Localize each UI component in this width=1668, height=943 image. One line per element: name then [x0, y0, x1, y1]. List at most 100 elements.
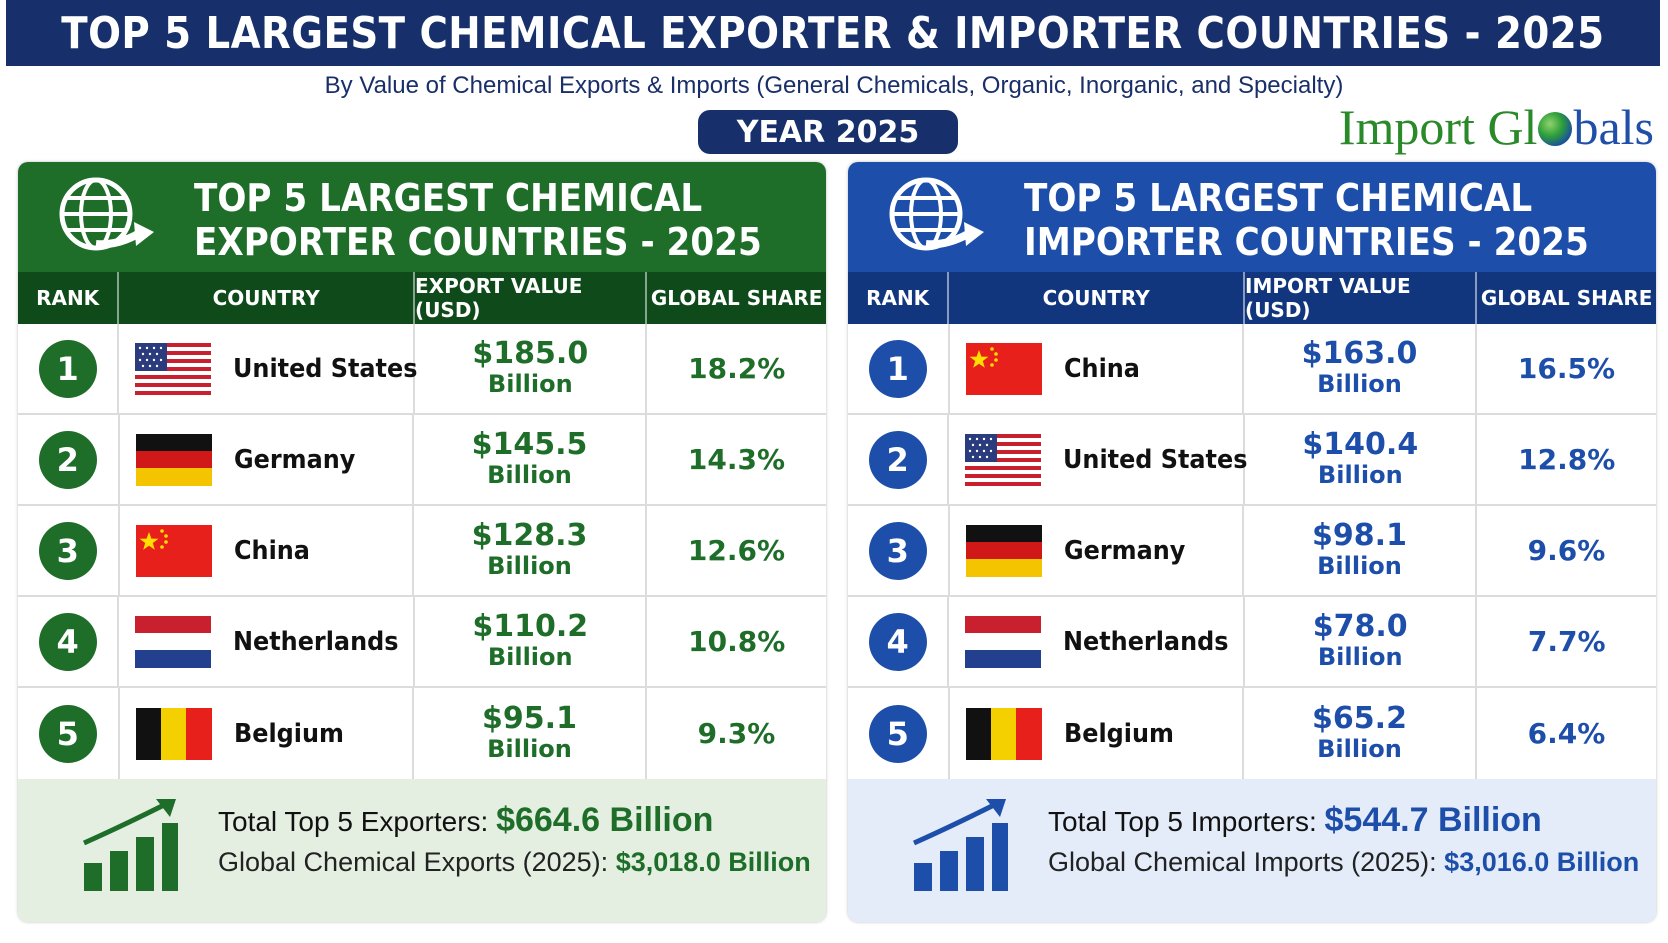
nl-flag-icon — [135, 615, 212, 668]
global-share: 9.6% — [1527, 534, 1606, 567]
nl-flag-icon — [965, 615, 1042, 668]
importers-panel: TOP 5 LARGEST CHEMICAL IMPORTER COUNTRIE… — [848, 162, 1656, 922]
import-value: $163.0 — [1301, 335, 1418, 371]
value-unit: Billion — [1317, 369, 1402, 398]
table-row: 1 United States $185.0 Billion 18.2% — [18, 324, 826, 415]
country-name: Belgium — [233, 718, 344, 749]
country-name: Belgium — [1063, 718, 1174, 749]
importers-title: TOP 5 LARGEST CHEMICAL IMPORTER COUNTRIE… — [1024, 176, 1589, 264]
importers-column-headers: RANK COUNTRY IMPORT VALUE (USD) GLOBAL S… — [848, 272, 1656, 324]
export-value: $110.2 — [472, 608, 589, 644]
column-header-value: IMPORT VALUE (USD) — [1245, 272, 1478, 324]
country-name: China — [233, 535, 310, 566]
column-header-country: COUNTRY — [119, 272, 416, 324]
export-value: $145.5 — [471, 426, 588, 462]
import-value: $98.1 — [1312, 517, 1407, 553]
global-share: 18.2% — [688, 352, 786, 385]
rank-badge: 4 — [868, 612, 927, 671]
table-row: 3 Germany $98.1 Billion 9.6% — [848, 506, 1656, 597]
global-share: 16.5% — [1517, 352, 1616, 385]
us-flag-icon — [135, 342, 212, 395]
column-header-share: GLOBAL SHARE — [650, 286, 823, 310]
table-row: 2 United States $140.4 Billion 12.8% — [848, 415, 1656, 506]
table-row: 2 Germany $145.5 Billion 14.3% — [18, 415, 826, 506]
exporters-summary: Total Top 5 Exporters: $664.6 Billion Gl… — [18, 779, 826, 922]
import-value: $140.4 — [1302, 426, 1419, 462]
rank-badge: 1 — [38, 339, 97, 398]
globe-arrow-icon — [59, 177, 154, 251]
total-label: Total Top 5 Importers: — [1048, 806, 1317, 837]
global-share: 6.4% — [1527, 717, 1606, 750]
country-name: Germany — [1063, 535, 1185, 566]
global-value: $3,016.0 Billion — [1444, 847, 1640, 877]
global-share: 9.3% — [697, 717, 776, 750]
de-flag-icon — [135, 433, 212, 486]
be-flag-icon — [965, 707, 1042, 760]
table-row: 4 Netherlands $78.0 Billion 7.7% — [848, 597, 1656, 688]
table-row: 5 Belgium $65.2 Billion 6.4% — [848, 688, 1656, 781]
value-unit: Billion — [1317, 460, 1403, 489]
total-value: $664.6 Billion — [496, 801, 714, 839]
title-banner: TOP 5 LARGEST CHEMICAL EXPORTER & IMPORT… — [6, 0, 1660, 66]
de-flag-icon — [965, 524, 1042, 577]
globe-arrow-icon — [889, 177, 984, 251]
table-row: 1 China $163.0 Billion 16.5% — [848, 324, 1656, 415]
rank-badge: 4 — [38, 612, 97, 671]
page-title: TOP 5 LARGEST CHEMICAL EXPORTER & IMPORT… — [61, 7, 1605, 59]
rank-badge: 3 — [868, 521, 927, 580]
us-flag-icon — [965, 433, 1042, 486]
import-globals-logo: Import Gl bals — [1338, 99, 1654, 155]
rank-badge: 5 — [38, 704, 97, 763]
country-name: Germany — [233, 444, 355, 475]
growth-chart-icon — [912, 799, 1008, 891]
rank-badge: 3 — [38, 521, 97, 580]
value-unit: Billion — [487, 551, 572, 580]
column-header-rank: RANK — [848, 272, 950, 324]
global-share: 7.7% — [1527, 625, 1606, 658]
global-share: 12.8% — [1518, 443, 1616, 476]
country-name: Netherlands — [233, 626, 399, 657]
importers-rows: 1 China $163.0 Billion 16.5% 2 United Sta… — [848, 324, 1656, 781]
globe-icon — [1538, 112, 1573, 146]
rank-badge: 2 — [868, 430, 927, 489]
exporters-rows: 1 United States $185.0 Billion 18.2% 2 Ge… — [18, 324, 826, 781]
country-name: United States — [233, 353, 418, 384]
global-line: Global Chemical Exports (2025): $3,018.0… — [218, 847, 811, 878]
export-value: $185.0 — [472, 335, 589, 371]
be-flag-icon — [135, 707, 212, 760]
importers-header: TOP 5 LARGEST CHEMICAL IMPORTER COUNTRIE… — [848, 162, 1656, 272]
cn-flag-icon — [135, 524, 212, 577]
country-name: United States — [1063, 444, 1248, 475]
global-label: Global Chemical Exports (2025): — [218, 847, 609, 877]
export-value: $128.3 — [471, 517, 588, 553]
global-share: 14.3% — [687, 443, 786, 476]
value-unit: Billion — [487, 734, 572, 763]
import-value: $78.0 — [1312, 608, 1408, 644]
rank-badge: 1 — [868, 339, 927, 398]
global-share: 12.6% — [687, 534, 786, 567]
country-name: China — [1063, 353, 1140, 384]
rank-badge: 2 — [38, 430, 97, 489]
global-line: Global Chemical Imports (2025): $3,016.0… — [1048, 847, 1639, 878]
growth-chart-icon — [82, 799, 178, 891]
table-row: 4 Netherlands $110.2 Billion 10.8% — [18, 597, 826, 688]
value-unit: Billion — [1317, 551, 1402, 580]
cn-flag-icon — [965, 342, 1042, 395]
total-line: Total Top 5 Importers: $544.7 Billion — [1048, 801, 1542, 840]
total-label: Total Top 5 Exporters: — [218, 806, 489, 837]
table-row: 3 China $128.3 Billion 12.6% — [18, 506, 826, 597]
country-name: Netherlands — [1063, 626, 1229, 657]
value-unit: Billion — [1317, 734, 1402, 763]
page-subtitle: By Value of Chemical Exports & Imports (… — [324, 72, 1344, 99]
total-line: Total Top 5 Exporters: $664.6 Billion — [218, 801, 713, 840]
column-header-rank: RANK — [18, 272, 120, 324]
value-unit: Billion — [487, 460, 572, 489]
year-badge: YEAR 2025 — [698, 110, 958, 154]
column-header-share: GLOBAL SHARE — [1480, 286, 1653, 310]
rank-badge: 5 — [868, 704, 927, 763]
column-header-value: EXPORT VALUE (USD) — [415, 272, 648, 324]
global-share: 10.8% — [688, 625, 786, 658]
column-header-country: COUNTRY — [949, 272, 1246, 324]
exporters-column-headers: RANK COUNTRY EXPORT VALUE (USD) GLOBAL S… — [18, 272, 826, 324]
value-unit: Billion — [487, 642, 573, 671]
